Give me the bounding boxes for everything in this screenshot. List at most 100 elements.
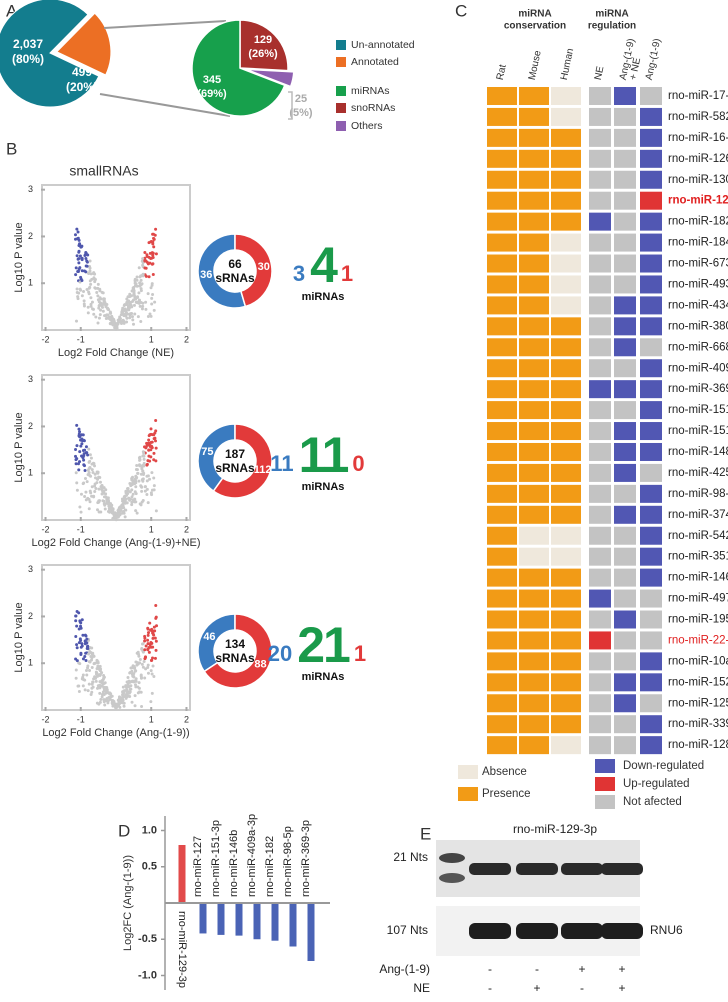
- regulation-cell: [589, 505, 611, 524]
- volcano-point: [107, 308, 111, 312]
- volcano-point: [134, 468, 138, 472]
- volcano-point: [146, 459, 150, 463]
- conservation-cell: [487, 526, 517, 545]
- volcano-point: [121, 691, 125, 695]
- mirna-count-label: miRNAs: [302, 671, 345, 683]
- regulation-cell: [640, 233, 662, 252]
- legend-label: Presence: [482, 788, 531, 800]
- volcano-point: [87, 660, 91, 664]
- volcano-point: [77, 238, 81, 242]
- regulation-cell: [640, 338, 662, 357]
- regulation-cell: [589, 275, 611, 294]
- conservation-cell: [487, 170, 517, 189]
- legend-swatch: [336, 86, 346, 96]
- volcano-point: [137, 291, 141, 295]
- volcano-point: [145, 441, 149, 445]
- conservation-cell: [519, 484, 549, 503]
- volcano-point: [82, 290, 86, 294]
- y-tick-label: 1: [28, 278, 33, 288]
- volcano-point: [134, 492, 138, 496]
- regulation-cell: [614, 296, 636, 315]
- volcano-point: [81, 673, 85, 677]
- volcano-point: [81, 684, 85, 688]
- volcano-point: [84, 251, 88, 255]
- conservation-cell: [551, 170, 581, 189]
- volcano-point: [81, 657, 85, 661]
- volcano-point: [122, 313, 126, 317]
- volcano-point: [89, 474, 93, 478]
- volcano-point: [121, 308, 125, 312]
- volcano-point: [101, 305, 105, 309]
- volcano-point: [154, 419, 158, 423]
- volcano-point: [145, 492, 149, 496]
- volcano-point: [80, 278, 84, 282]
- volcano-point: [90, 646, 94, 650]
- conservation-cell: [487, 275, 517, 294]
- regulation-cell: [614, 191, 636, 210]
- volcano-point: [151, 664, 155, 668]
- y-axis-label: Log10 P value: [13, 602, 25, 672]
- regulation-cell: [589, 652, 611, 671]
- volcano-point: [115, 702, 119, 706]
- volcano-point: [74, 458, 78, 462]
- regulation-cell: [640, 422, 662, 441]
- volcano-point: [100, 492, 104, 496]
- volcano-point: [124, 489, 128, 493]
- conservation-cell: [487, 610, 517, 629]
- conservation-cell: [519, 568, 549, 587]
- group-header: miRNA: [518, 9, 551, 20]
- volcano-point: [74, 471, 78, 475]
- volcano-point: [82, 299, 86, 303]
- conservation-cell: [519, 317, 549, 336]
- volcano-point: [154, 639, 158, 643]
- volcano-point: [152, 245, 156, 249]
- volcano-point: [89, 456, 93, 460]
- volcano-point: [125, 689, 129, 693]
- volcano-point: [148, 443, 152, 447]
- volcano-point: [77, 261, 81, 265]
- volcano-point: [145, 479, 149, 483]
- regulation-cell: [589, 170, 611, 189]
- volcano-point: [133, 704, 137, 708]
- volcano-point: [137, 456, 141, 460]
- conservation-cell: [551, 463, 581, 482]
- volcano-point: [79, 645, 83, 649]
- conservation-cell: [519, 296, 549, 315]
- volcano-point: [138, 281, 142, 285]
- row-label: rno-miR-129-3p: [668, 195, 728, 207]
- volcano-point: [140, 259, 144, 263]
- volcano-point: [145, 487, 149, 491]
- pie-slice: [56, 12, 112, 76]
- conservation-cell: [487, 694, 517, 713]
- volcano-point: [80, 642, 84, 646]
- x-axis-label: Log2 Fold Change (Ang-(1-9)): [42, 727, 189, 739]
- donut-total: 66: [228, 257, 242, 271]
- volcano-point: [93, 280, 97, 284]
- volcano-point: [103, 314, 107, 318]
- conservation-cell: [551, 422, 581, 441]
- regulation-cell: [614, 568, 636, 587]
- mirna-count: 0: [352, 451, 364, 476]
- conservation-cell: [487, 149, 517, 168]
- volcano-point: [75, 643, 79, 647]
- volcano-point: [133, 694, 137, 698]
- volcano-point: [147, 241, 151, 245]
- legend-swatch: [336, 103, 346, 113]
- conservation-cell: [487, 442, 517, 461]
- volcano-point: [79, 510, 83, 514]
- volcano-point: [136, 295, 140, 299]
- volcano-point: [125, 492, 129, 496]
- legend-swatch: [595, 759, 615, 773]
- conservation-cell: [487, 673, 517, 692]
- conservation-cell: [551, 107, 581, 126]
- ladder-band: [439, 873, 465, 883]
- row-label: rno-miR-148b-3p: [668, 446, 728, 458]
- volcano-point: [143, 657, 147, 661]
- legend-label: miRNAs: [351, 85, 390, 97]
- volcano-point: [127, 304, 131, 308]
- pie-percent-label: (5%): [289, 107, 313, 119]
- volcano-point: [98, 287, 102, 291]
- volcano-point: [147, 650, 151, 654]
- volcano-point: [75, 488, 79, 492]
- volcano-point: [78, 450, 82, 454]
